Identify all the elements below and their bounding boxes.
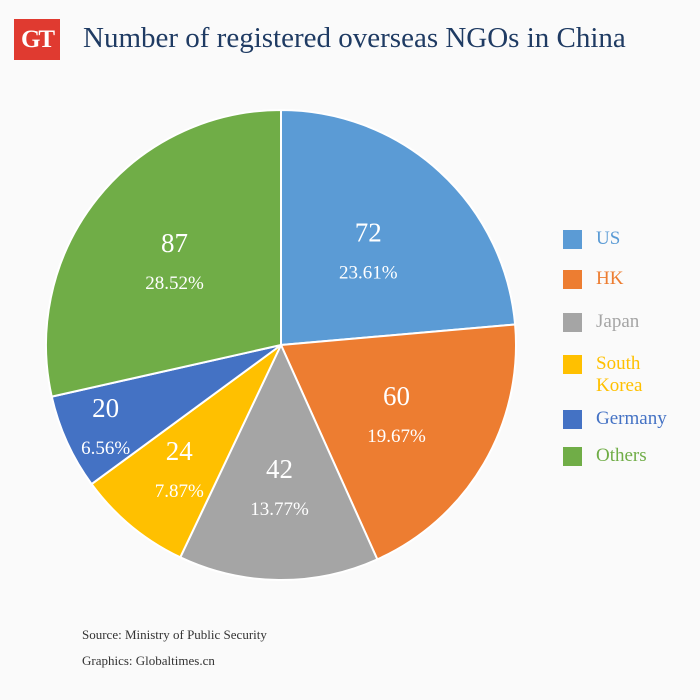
slice-us (280, 108, 517, 347)
legend-label: US (596, 228, 621, 249)
legend-swatch (563, 355, 582, 374)
percent-label-others: 28.52% (145, 273, 204, 294)
credit-note: Graphics: Globaltimes.cn (82, 653, 215, 668)
legend-swatch (563, 270, 582, 289)
legend-label: HK (596, 268, 624, 289)
chart-title: Number of registered overseas NGOs in Ch… (83, 22, 626, 54)
legend-label: Japan (596, 311, 640, 332)
slice-others (45, 108, 282, 398)
legend-item-germany: Germany (563, 408, 686, 430)
legend-item-others: Others (563, 445, 686, 467)
legend-label: South Korea (596, 353, 643, 396)
legend-item-hk: HK (563, 268, 686, 290)
legend-item-south-korea: South Korea (563, 353, 656, 397)
slice-hk (279, 323, 517, 561)
slice-japan (178, 342, 379, 581)
legend-swatch (563, 447, 582, 466)
source-note: Source: Ministry of Public Security (82, 627, 267, 642)
value-label-germany: 20 (92, 393, 119, 423)
percent-label-germany: 6.56% (81, 438, 130, 459)
legend-swatch (563, 410, 582, 429)
legend-label: Germany (596, 408, 667, 429)
value-label-us: 72 (355, 218, 382, 248)
percent-label-us: 23.61% (339, 263, 398, 284)
legend-item-japan: Japan (563, 311, 686, 333)
slice-south-korea (90, 344, 282, 559)
percent-label-japan: 13.77% (250, 499, 309, 520)
percent-label-south-korea: 7.87% (155, 481, 204, 502)
legend-swatch (563, 313, 582, 332)
value-label-hk: 60 (383, 381, 410, 411)
value-label-others: 87 (161, 228, 188, 258)
value-label-japan: 42 (266, 454, 293, 484)
legend-label: Others (596, 445, 647, 466)
gt-logo: GT (14, 19, 60, 60)
legend-swatch (563, 230, 582, 249)
percent-label-hk: 19.67% (367, 426, 426, 447)
value-label-south-korea: 24 (166, 436, 194, 466)
legend-item-us: US (563, 228, 686, 250)
